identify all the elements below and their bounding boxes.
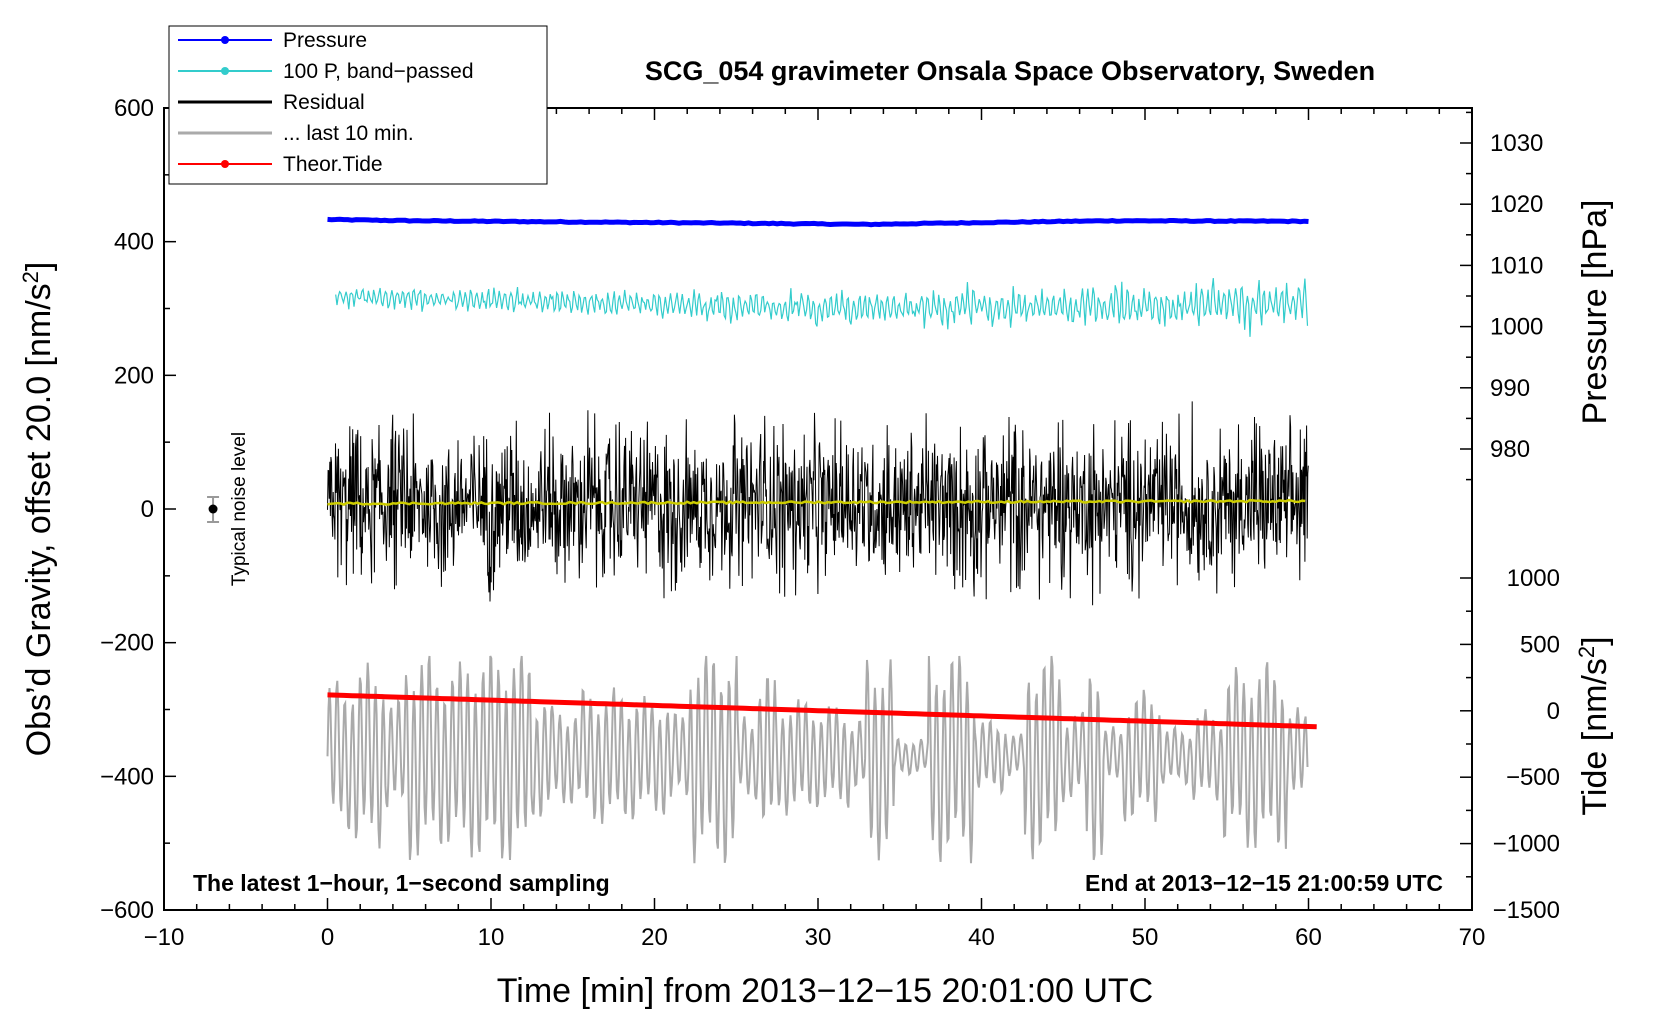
series-band-passed — [335, 278, 1309, 337]
x-tick-label: 30 — [805, 924, 832, 951]
y-axis-label-pressure: Pressure [hPa] — [1576, 200, 1614, 425]
pressure-tick-label: 1020 — [1490, 191, 1543, 218]
series-residual — [327, 401, 1309, 606]
legend-marker — [221, 36, 229, 44]
legend-label: Residual — [283, 91, 365, 114]
x-tick-label: 40 — [968, 924, 995, 951]
legend-box — [168, 25, 548, 185]
x-tick-label: −10 — [144, 924, 185, 951]
tide-tick-label: −500 — [1506, 764, 1560, 791]
pressure-tick-label: 1030 — [1490, 130, 1543, 157]
y-axis-label-tide: Tide [nm/s2] — [1574, 636, 1614, 815]
y-tick-label-left: 200 — [114, 362, 154, 389]
y-tick-label-left: 400 — [114, 229, 154, 256]
y-tick-label-left: 600 — [114, 95, 154, 122]
y-tick-label-left: −400 — [100, 763, 154, 790]
legend-marker — [221, 160, 229, 168]
y-tick-label-left: 0 — [141, 496, 154, 523]
y-tick-label-left: −600 — [100, 897, 154, 924]
series-theor-tide — [327, 692, 1317, 730]
annotation-end-time: End at 2013−12−15 21:00:59 UTC — [1085, 870, 1443, 896]
tide-tick-label: 0 — [1547, 698, 1560, 725]
noise-level-indicator: Typical noise level — [207, 432, 250, 586]
tick-marks — [163, 107, 1473, 911]
chart-title: SCG_054 gravimeter Onsala Space Observat… — [645, 56, 1375, 86]
legend-label: ... last 10 min. — [283, 122, 414, 145]
noise-level-label: Typical noise level — [229, 432, 250, 586]
x-tick-label: 20 — [641, 924, 668, 951]
x-tick-label: 50 — [1132, 924, 1159, 951]
series-residual-smoothed — [327, 498, 1306, 506]
plot-data-layer — [326, 216, 1317, 864]
pressure-tick-label: 1000 — [1490, 314, 1543, 341]
legend-label: 100 P, band−passed — [283, 60, 474, 83]
x-tick-label: 0 — [321, 924, 334, 951]
legend: Pressure 100 P, band−passed Residual ... la… — [168, 25, 548, 185]
x-tick-label: 10 — [478, 924, 505, 951]
pressure-tick-label: 980 — [1490, 436, 1530, 463]
tide-tick-label: −1000 — [1493, 831, 1560, 858]
x-tick-label: 70 — [1459, 924, 1486, 951]
legend-marker — [221, 67, 229, 75]
series-pressure — [327, 216, 1309, 228]
y-tick-label-left: −200 — [100, 630, 154, 657]
pressure-tick-label: 1010 — [1490, 252, 1543, 279]
tide-tick-label: −1500 — [1493, 897, 1560, 924]
pressure-tick-label: 990 — [1490, 375, 1530, 402]
tick-labels: −10 0 10 20 30 40 50 60 706004002000−200−400−600… — [100, 95, 1560, 951]
legend-label: Pressure — [283, 29, 367, 52]
noise-dot — [208, 504, 218, 514]
y-axis-label-left: Obs’d Gravity, offset 20.0 [nm/s2] — [18, 262, 58, 757]
x-axis-label: Time [min] from 2013−12−15 20:01:00 UTC — [497, 972, 1153, 1010]
tide-tick-label: 1000 — [1507, 565, 1560, 592]
x-tick-label: 60 — [1295, 924, 1322, 951]
tide-tick-label: 500 — [1520, 631, 1560, 658]
legend-label: Theor.Tide — [283, 153, 383, 176]
annotation-sampling: The latest 1−hour, 1−second sampling — [193, 870, 610, 896]
series-last-10-min — [326, 655, 1309, 864]
